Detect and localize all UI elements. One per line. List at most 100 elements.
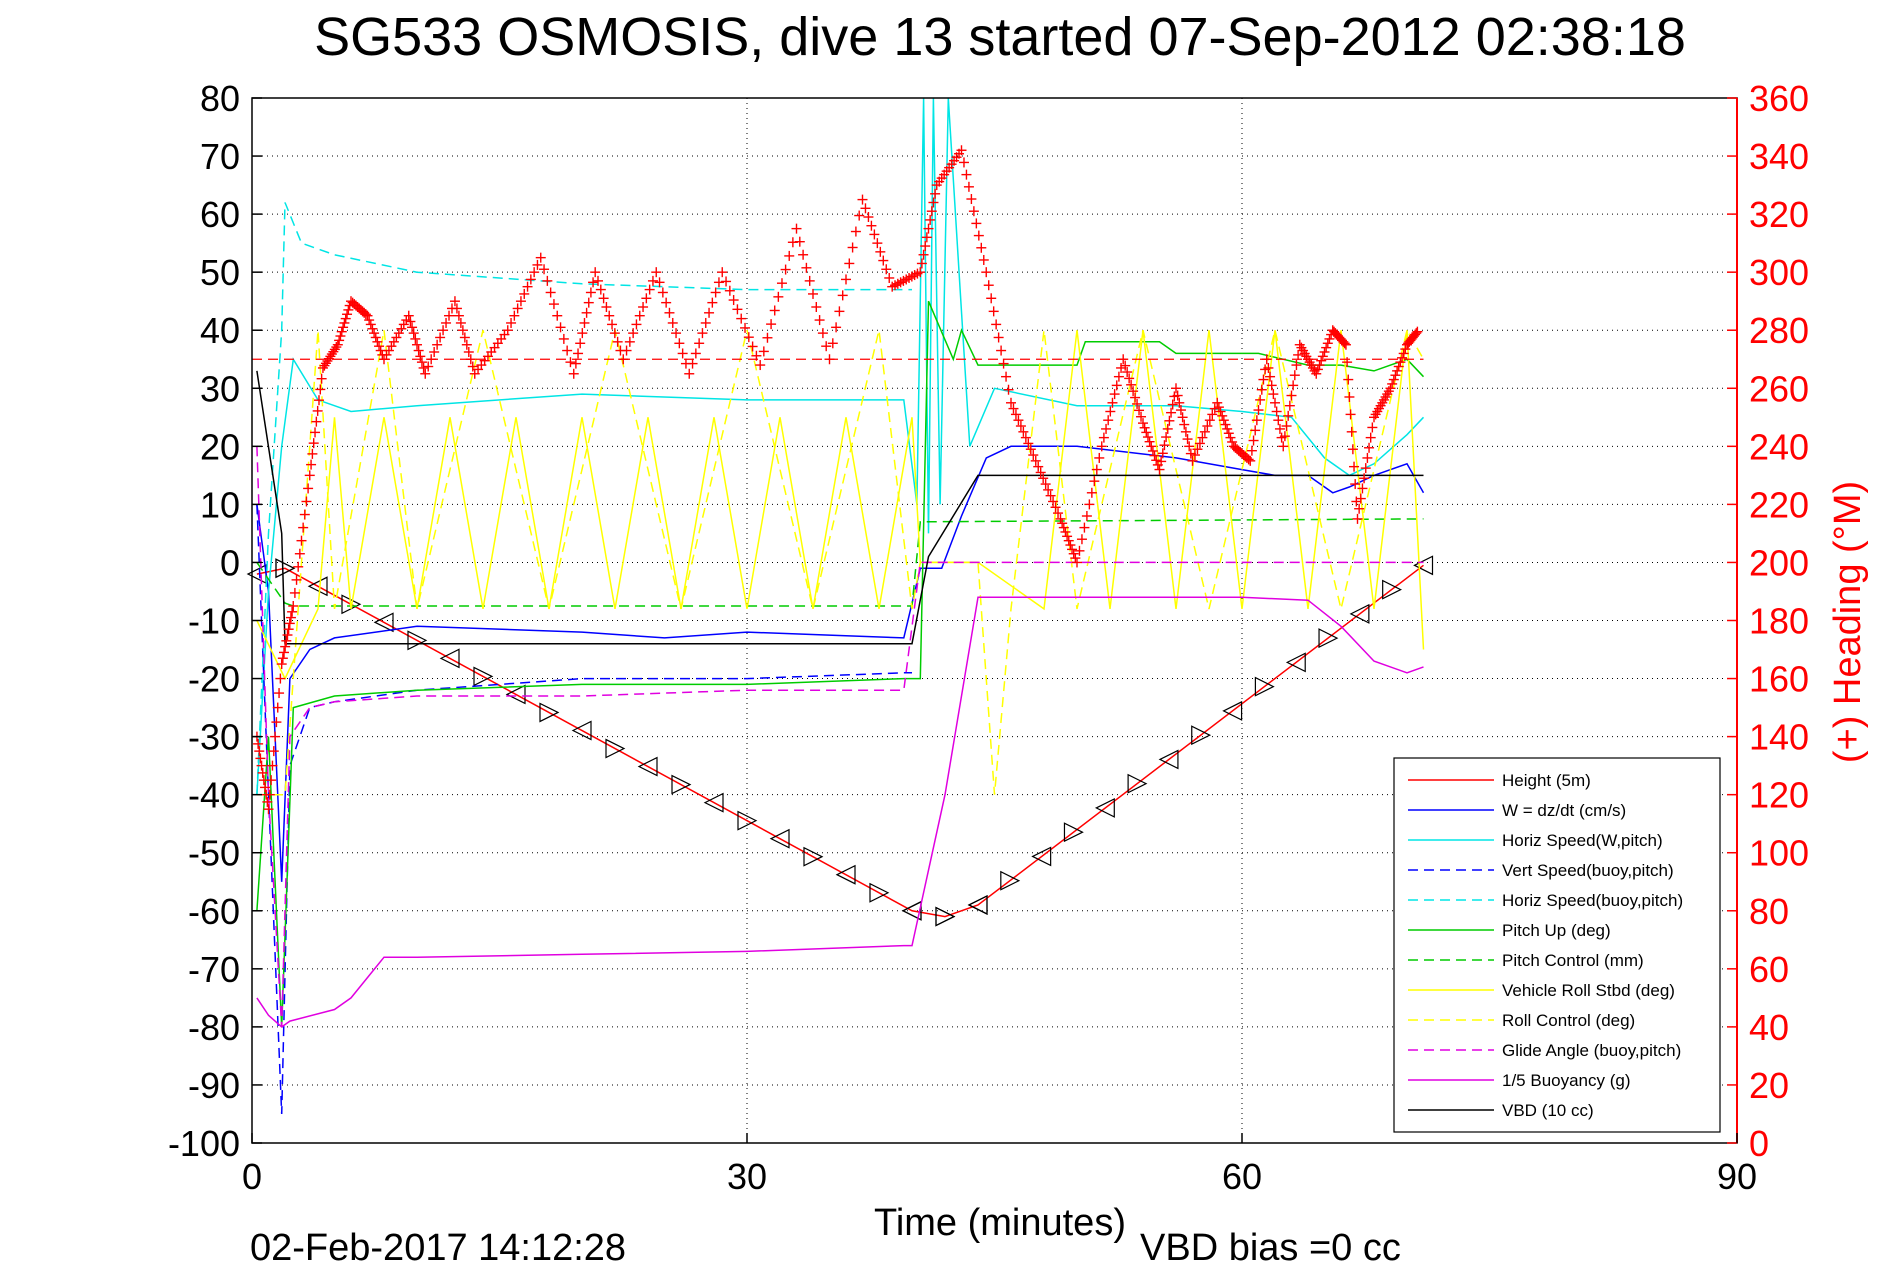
heading-point [1204,415,1215,426]
heading-point [444,310,455,321]
left-axis: 80 70 60 50 40 30 20 10 0 -10 -20 -30 -40 -50 -60 -70 -8… [168,78,262,1164]
heading-point [1015,421,1026,432]
heading-point [925,214,936,225]
legend-label: Vehicle Roll Stbd (deg) [1502,981,1675,1000]
heading-point [539,264,550,275]
heading-point [860,203,871,214]
heading-point [674,338,685,349]
heading-point [857,194,868,205]
x-tick-label: 60 [1222,1156,1262,1197]
right-axis: 3603403203002802602402202001801601401201… [1727,78,1809,1164]
right-tick-label: 360 [1749,78,1809,119]
heading-point [1057,518,1068,529]
heading-point [266,775,277,786]
heading-point [1134,405,1145,416]
heading-point [1166,407,1177,418]
heading-point [388,336,399,347]
heading-point [644,284,655,295]
heading-point [1138,418,1148,429]
heading-point [1107,397,1118,408]
heading-point [438,325,449,336]
heading-point [724,285,735,296]
heading-point [449,296,460,307]
series-line-11 [256,370,1424,645]
heading-point [420,368,431,379]
heading-point [1053,508,1064,519]
heading-point [1172,390,1183,401]
heading-point [1111,380,1122,391]
heading-point [1317,351,1328,362]
legend-label: Vert Speed(buoy,pitch) [1502,861,1674,880]
heading-point [1349,461,1360,472]
heading-point [1199,426,1210,437]
heading-point [1192,444,1203,455]
heading-point [923,223,934,234]
heading-point [529,267,540,278]
heading-point [1174,397,1185,408]
heading-point [1048,496,1059,507]
heading-point [1187,455,1198,466]
heading-point [1074,545,1085,556]
heading-point [1324,333,1335,344]
heading-point [1072,557,1082,568]
heading-point [1081,511,1092,521]
heading-point [1412,326,1423,337]
heading-point [298,522,309,533]
right-tick-label: 100 [1749,833,1809,874]
heading-point [1352,513,1363,524]
heading-point [804,275,815,286]
heading-point [545,287,556,298]
legend-label: 1/5 Buoyancy (g) [1502,1071,1631,1090]
heading-point [973,230,984,241]
heading-point [548,299,559,310]
height-marker [769,828,790,849]
heading-point [1171,383,1181,394]
height-marker [1031,846,1052,867]
heading-point [1390,370,1401,381]
heading-point [512,303,523,314]
heading-point [875,246,886,257]
heading-point [1126,379,1137,390]
heading-point [338,322,349,333]
footer-date: 02-Feb-2017 14:12:28 [250,1227,626,1262]
heading-point [588,277,599,288]
heading-point [301,496,312,507]
heading-point [961,169,972,180]
heading-point [850,226,861,237]
legend-label: Glide Angle (buoy,pitch) [1502,1041,1681,1060]
heading-point [991,319,1002,330]
heading-point [1116,362,1127,373]
height-marker [637,756,658,777]
heading-point [552,310,563,321]
heading-point [736,313,747,324]
heading-point [299,509,310,520]
heading-point [1385,383,1396,394]
heading-point [1314,360,1325,371]
legend-label: Pitch Up (deg) [1502,921,1611,940]
heading-point [612,336,623,347]
heading-point [568,368,579,379]
heading-point [811,302,822,312]
heading-point [1147,445,1158,456]
heading-point [1395,357,1406,368]
heading-point [1013,415,1024,426]
heading-point [386,341,397,352]
heading-point [1103,415,1114,426]
heading-point [841,274,851,285]
height-marker [1063,822,1084,843]
heading-point [831,322,842,333]
heading-point [1179,419,1190,430]
heading-point [1209,403,1220,414]
heading-point [837,290,848,301]
heading-point [1362,452,1373,463]
heading-point [1062,531,1073,542]
heading-point [1265,371,1276,382]
height-marker [1285,652,1306,673]
heading-point [773,291,784,302]
heading-point [638,302,649,312]
heading-point [1175,405,1186,416]
heading-point [275,673,286,684]
heading-point [918,249,929,260]
heading-point [555,322,566,333]
right-tick-label: 200 [1749,542,1809,583]
